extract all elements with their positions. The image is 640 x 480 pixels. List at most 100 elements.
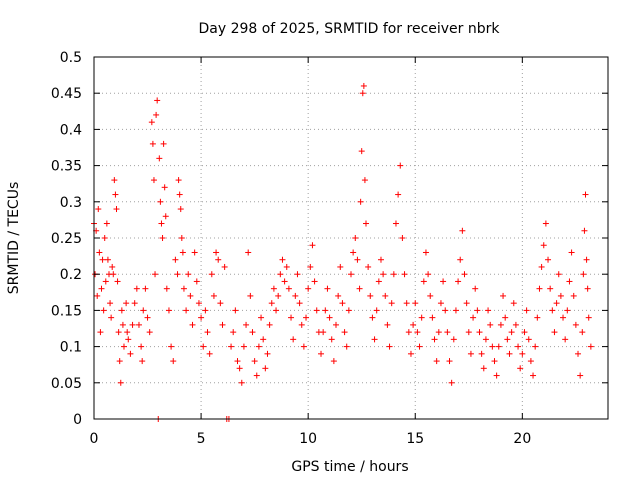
data-point <box>198 314 205 321</box>
data-point <box>482 336 489 343</box>
data-point <box>163 285 170 292</box>
data-point <box>95 206 102 213</box>
data-point <box>345 307 352 314</box>
data-point <box>403 300 410 307</box>
data-point <box>125 336 132 343</box>
data-point <box>547 285 554 292</box>
data-point <box>392 220 399 227</box>
data-point <box>177 206 184 213</box>
data-point <box>232 307 239 314</box>
y-tick-label: 0.5 <box>60 50 82 66</box>
data-point <box>504 336 511 343</box>
data-point <box>243 321 250 328</box>
data-point <box>305 285 312 292</box>
data-point <box>174 271 181 278</box>
data-point <box>425 271 432 278</box>
data-point <box>99 256 106 263</box>
data-point <box>283 263 290 270</box>
data-point <box>129 321 136 328</box>
data-point <box>273 307 280 314</box>
data-point <box>320 329 327 336</box>
data-point <box>579 329 586 336</box>
data-point <box>384 321 391 328</box>
data-point <box>215 256 222 263</box>
data-point <box>572 321 579 328</box>
data-point <box>124 329 131 336</box>
data-point <box>204 329 211 336</box>
data-point <box>386 343 393 350</box>
data-point <box>461 271 468 278</box>
data-point <box>562 336 569 343</box>
y-tick-label: 0.35 <box>51 159 82 175</box>
data-point <box>210 292 217 299</box>
data-point <box>161 184 168 191</box>
data-point <box>234 358 241 365</box>
data-point <box>149 140 156 147</box>
data-point <box>185 271 192 278</box>
data-point <box>108 314 115 321</box>
data-point <box>360 82 367 89</box>
data-point <box>380 271 387 278</box>
data-point <box>399 235 406 241</box>
data-point <box>285 285 292 292</box>
data-point <box>112 191 119 198</box>
data-point <box>410 321 417 328</box>
data-point <box>527 358 534 365</box>
data-point <box>266 321 273 328</box>
data-point <box>525 336 532 343</box>
data-point <box>150 177 157 184</box>
data-point <box>448 379 455 386</box>
data-point <box>566 278 573 285</box>
data-point <box>508 329 515 336</box>
data-point <box>472 285 479 292</box>
data-point <box>158 220 165 227</box>
data-point <box>180 285 187 292</box>
data-point <box>179 249 186 256</box>
data-point <box>195 300 202 307</box>
data-point <box>200 343 207 350</box>
data-point <box>119 321 126 328</box>
data-point <box>489 343 496 350</box>
data-point <box>330 358 337 365</box>
data-point <box>153 111 160 118</box>
data-point <box>138 343 145 350</box>
data-point <box>474 307 481 314</box>
data-points <box>91 82 594 422</box>
y-tick-label: 0.4 <box>60 122 82 138</box>
data-point <box>553 300 560 307</box>
data-point <box>279 256 286 263</box>
grid <box>94 57 608 419</box>
data-point <box>116 358 123 365</box>
data-point <box>292 292 299 299</box>
data-point <box>463 300 470 307</box>
x-tick-label: 10 <box>299 431 317 447</box>
data-point <box>517 365 524 372</box>
data-point <box>371 336 378 343</box>
data-point <box>318 350 325 357</box>
data-point <box>123 300 130 307</box>
data-point <box>369 314 376 321</box>
data-point <box>446 358 453 365</box>
data-point <box>120 343 127 350</box>
data-point <box>339 300 346 307</box>
data-point <box>277 271 284 278</box>
data-point <box>131 300 138 307</box>
data-point <box>262 365 269 372</box>
data-point <box>236 365 243 372</box>
data-point <box>585 314 592 321</box>
x-tick-label: 20 <box>513 431 531 447</box>
data-point <box>491 358 498 365</box>
data-point <box>412 300 419 307</box>
data-point <box>487 321 494 328</box>
data-point <box>587 343 594 350</box>
data-point <box>540 242 547 249</box>
data-point <box>258 314 265 321</box>
data-point <box>435 329 442 336</box>
data-point <box>416 343 423 350</box>
data-point <box>296 300 303 307</box>
data-point <box>288 314 295 321</box>
data-point <box>249 329 256 336</box>
data-point <box>175 177 182 184</box>
data-point <box>114 278 121 285</box>
